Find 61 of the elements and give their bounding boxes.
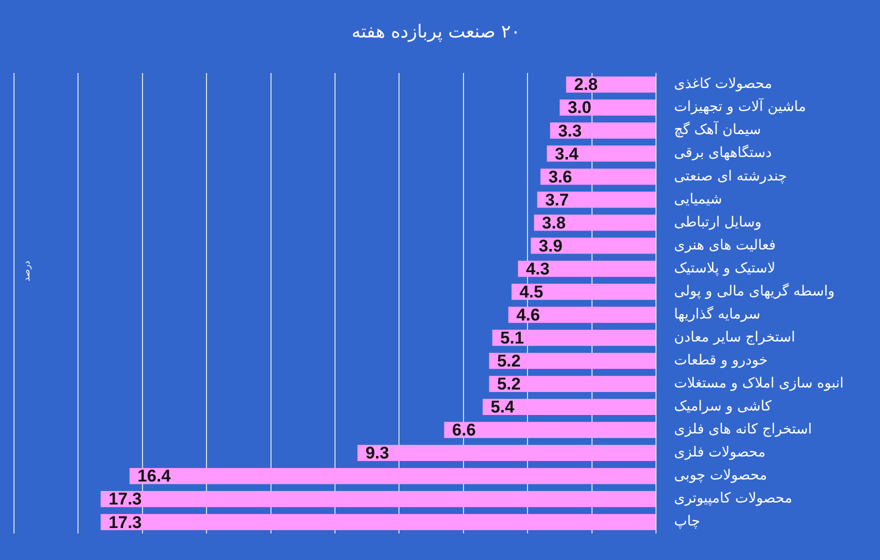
bar	[489, 376, 656, 392]
y-tick-label: کاشی و سرامیک	[674, 398, 772, 415]
data-label: 3.7	[545, 190, 569, 210]
data-label: 3.6	[548, 167, 572, 186]
y-tick-label: فعالیت های هنری	[674, 237, 776, 254]
data-label: 3.9	[538, 236, 562, 256]
bar	[444, 422, 656, 438]
bar	[482, 398, 656, 415]
data-label: 5.2	[497, 374, 521, 394]
y-tick-label: خودرو و قطعات	[674, 352, 768, 369]
y-tick-label: محصولات کاغذی	[674, 76, 772, 92]
y-tick-label: شیمیایی	[674, 191, 722, 208]
data-label: 3.3	[558, 121, 582, 140]
y-tick-label: چاپ	[674, 514, 700, 530]
y-tick-label: چندرشته ای صنعتی	[674, 168, 787, 184]
y-tick-label: انبوه سازی املاک و مستغلات	[674, 376, 844, 392]
bar	[560, 99, 656, 116]
y-tick-label: محصولات کامپیوتری	[674, 490, 792, 507]
y-tick-label: وسایل ارتباطی	[674, 214, 762, 230]
data-label: 3.4	[554, 144, 580, 164]
data-label: 3.8	[542, 213, 566, 232]
bar	[518, 260, 656, 277]
data-label: 4.6	[516, 306, 540, 325]
bar	[540, 168, 656, 185]
bar	[534, 214, 656, 231]
data-label: 4.5	[520, 282, 544, 302]
bar	[489, 352, 656, 369]
bar	[530, 238, 656, 254]
data-label: 17.3	[108, 490, 142, 509]
data-label: 5.4	[490, 398, 515, 417]
y-tick-label: سرمایه گذاریها	[674, 305, 760, 322]
data-label: 3.0	[568, 98, 592, 118]
bar	[100, 490, 656, 508]
y-tick-label: استخراج سایر معادن	[674, 329, 796, 346]
bar	[492, 330, 656, 346]
data-label: 6.6	[452, 420, 476, 440]
bar	[537, 192, 656, 208]
y-tick-label: لاستیک و پلاستیک	[674, 260, 776, 276]
data-label: 16.4	[138, 466, 172, 486]
data-label: 5.1	[500, 328, 524, 348]
bar	[357, 444, 656, 462]
bar	[508, 306, 656, 323]
data-label: 4.3	[526, 259, 550, 278]
bar	[546, 146, 656, 162]
data-label: 17.3	[108, 512, 142, 532]
y-tick-label: سیمان آهک گچ	[674, 120, 762, 138]
y-tick-label: استخراج کانه های فلزی	[674, 422, 812, 438]
y-axis-title: درصد	[22, 260, 32, 282]
y-tick-label: محصولات فلزی	[674, 444, 766, 461]
y-tick-label: ماشین آلات و تجهیزات	[674, 97, 806, 116]
data-label: 2.8	[574, 75, 598, 94]
y-tick-label: واسطه گریهای مالی و پولی	[674, 282, 835, 300]
bar	[130, 468, 656, 484]
data-label: 9.3	[365, 444, 390, 463]
bar	[512, 284, 656, 300]
bar	[550, 122, 656, 139]
y-tick-label: دستگاههای برقی	[674, 144, 772, 162]
data-label: 5.2	[497, 352, 521, 371]
chart-title: ۲۰ صنعت پربازده هفته	[352, 22, 520, 43]
y-tick-label: محصولات چوبی	[674, 468, 767, 484]
bar	[100, 514, 656, 530]
